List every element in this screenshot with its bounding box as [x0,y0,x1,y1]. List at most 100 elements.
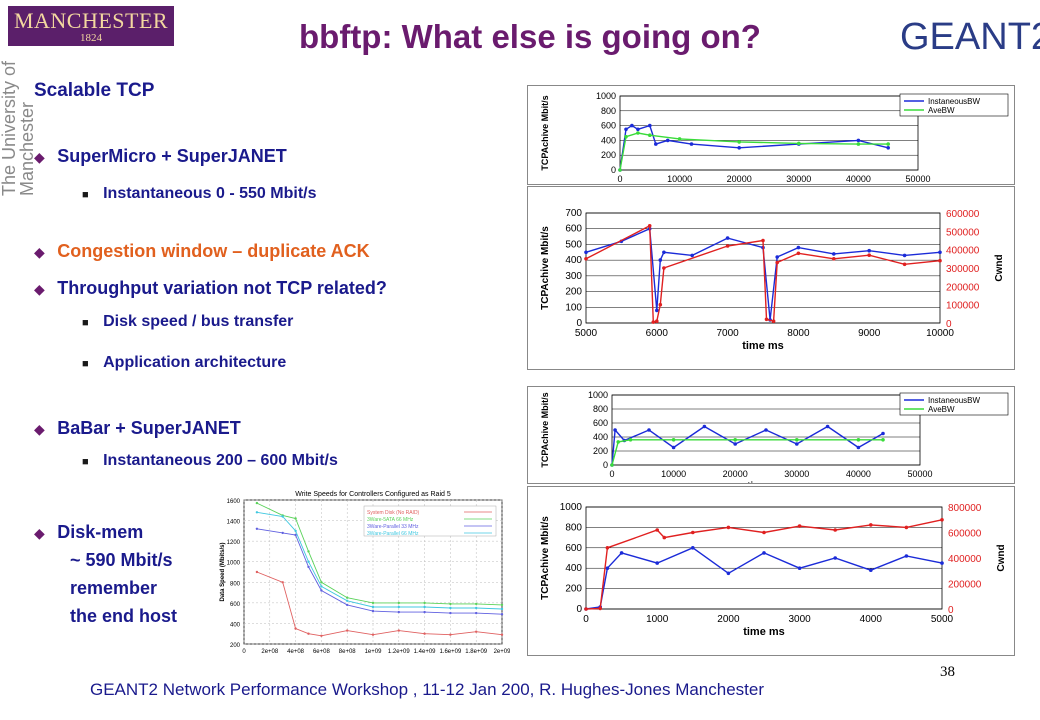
data-point [500,607,504,611]
data-point [761,238,765,243]
y-tick-label: 1000 [588,390,608,400]
x-tick-label: 20000 [727,174,752,184]
data-point [662,535,667,540]
x-tick-label: 40000 [846,469,871,479]
legend-box [899,93,1009,117]
y-tick-label: 1000 [596,91,616,101]
data-point [867,248,871,253]
data-point [346,599,349,602]
y-axis-label: TCPAchive Mbit/s [540,392,550,467]
data-point [371,609,375,613]
data-point [940,561,944,565]
y-tick-label: 0 [611,165,616,175]
y-tick-label: 400 [565,255,582,266]
geant-logo: GEANT2 [900,16,1040,59]
footer: GEANT2 Network Performance Workshop , 11… [90,680,765,699]
data-point [423,610,426,614]
data-point [797,141,801,146]
x-tick-label: 4e+08 [287,649,305,655]
data-point [371,601,375,605]
y2-tick-label: 200000 [946,282,980,293]
bullet-item-7: ■ Instantaneous 200 – 600 Mbit/s [82,452,338,470]
data-point [255,570,259,574]
data-point [677,137,682,141]
data-point [867,253,871,257]
y2-tick-label: 600000 [946,209,980,220]
diamond-bullet-icon: ◆ [34,421,45,437]
bullet-item-5: ■ Application architecture [82,354,286,372]
series-line [611,439,883,466]
data-point [726,525,731,530]
y2-tick-label: 0 [948,605,954,616]
data-point [613,428,617,432]
y-tick-label: 800 [230,581,241,587]
y-tick-label: 800 [601,106,616,116]
data-point [832,252,836,256]
plot-area [619,95,919,171]
chart-4-box: 0 200 400 600 800 1000 0 200000 400000 600000 8000… [527,486,1015,656]
y-tick-label: 400 [601,135,616,145]
square-bullet-icon: ■ [82,456,89,468]
data-point [449,633,452,636]
data-point [665,138,670,143]
x-tick-label: 5000 [575,328,598,339]
chart-5-box: 200 400 600 800 1000 1200 1400 1600 0 2e+08 4e+08 6… [216,488,511,664]
y-axis-label: TCPAchive Mbit/s [540,516,551,600]
data-point [654,142,658,146]
data-point [397,629,400,632]
data-point [449,606,452,610]
diamond-bullet-icon: ◆ [34,244,45,260]
data-point [690,253,694,258]
data-point [307,550,310,553]
chart-3-box: 0 200 400 600 800 1000 0 10000 20000 30000 40000 50… [527,386,1015,492]
data-point [702,424,707,429]
data-point [647,428,651,432]
data-point [346,629,349,632]
y2-axis-label: Cwnd [994,254,1005,281]
data-point [397,605,400,609]
data-point [764,317,769,322]
data-point [655,308,659,313]
manchester-logo-year: 1824 [80,32,102,44]
data-point [795,438,799,442]
data-point [371,605,375,609]
page-number: 38 [940,664,955,680]
data-point [630,123,634,128]
x-tick-label: 1.4e+09 [414,649,437,655]
y2-tick-label: 400000 [946,246,980,257]
x-tick-label: 50000 [905,174,930,184]
x-tick-label: 0 [617,174,622,184]
x-tick-label: 40000 [846,174,871,184]
data-point [320,581,323,584]
chart-2-box: 0 100 200 300 400 500 600 700 0 100000 200000 30000… [527,186,1015,370]
data-point [762,551,766,555]
x-tick-label: 2e+08 [261,649,279,655]
y-tick-label: 800 [565,522,582,533]
x-tick-label: 9000 [858,328,881,339]
x-axis-label: time ms [747,481,785,483]
y2-tick-label: 800000 [948,503,982,514]
series-line [585,224,941,323]
data-point [658,258,663,262]
x-tick-label: 10000 [667,174,692,184]
series-line [256,571,503,637]
data-point [662,266,666,270]
data-point [294,517,297,520]
y-tick-label: 600 [593,418,608,428]
x-tick-label: 1e+09 [365,649,383,655]
y-tick-label: 1200 [227,540,241,546]
data-point [616,440,620,444]
data-point [500,633,504,636]
item-text: SuperMicro + SuperJANET [57,146,287,166]
plot-area [585,212,941,324]
series-line [256,511,503,610]
data-point [725,236,730,240]
data-point [737,146,741,150]
y-tick-label: 400 [593,432,608,442]
legend-label: 3Ware-Parallel 66 MHz [367,531,419,537]
series-line [611,425,884,466]
data-point [648,133,652,137]
data-point [648,123,652,128]
y-tick-label: 200 [593,446,608,456]
